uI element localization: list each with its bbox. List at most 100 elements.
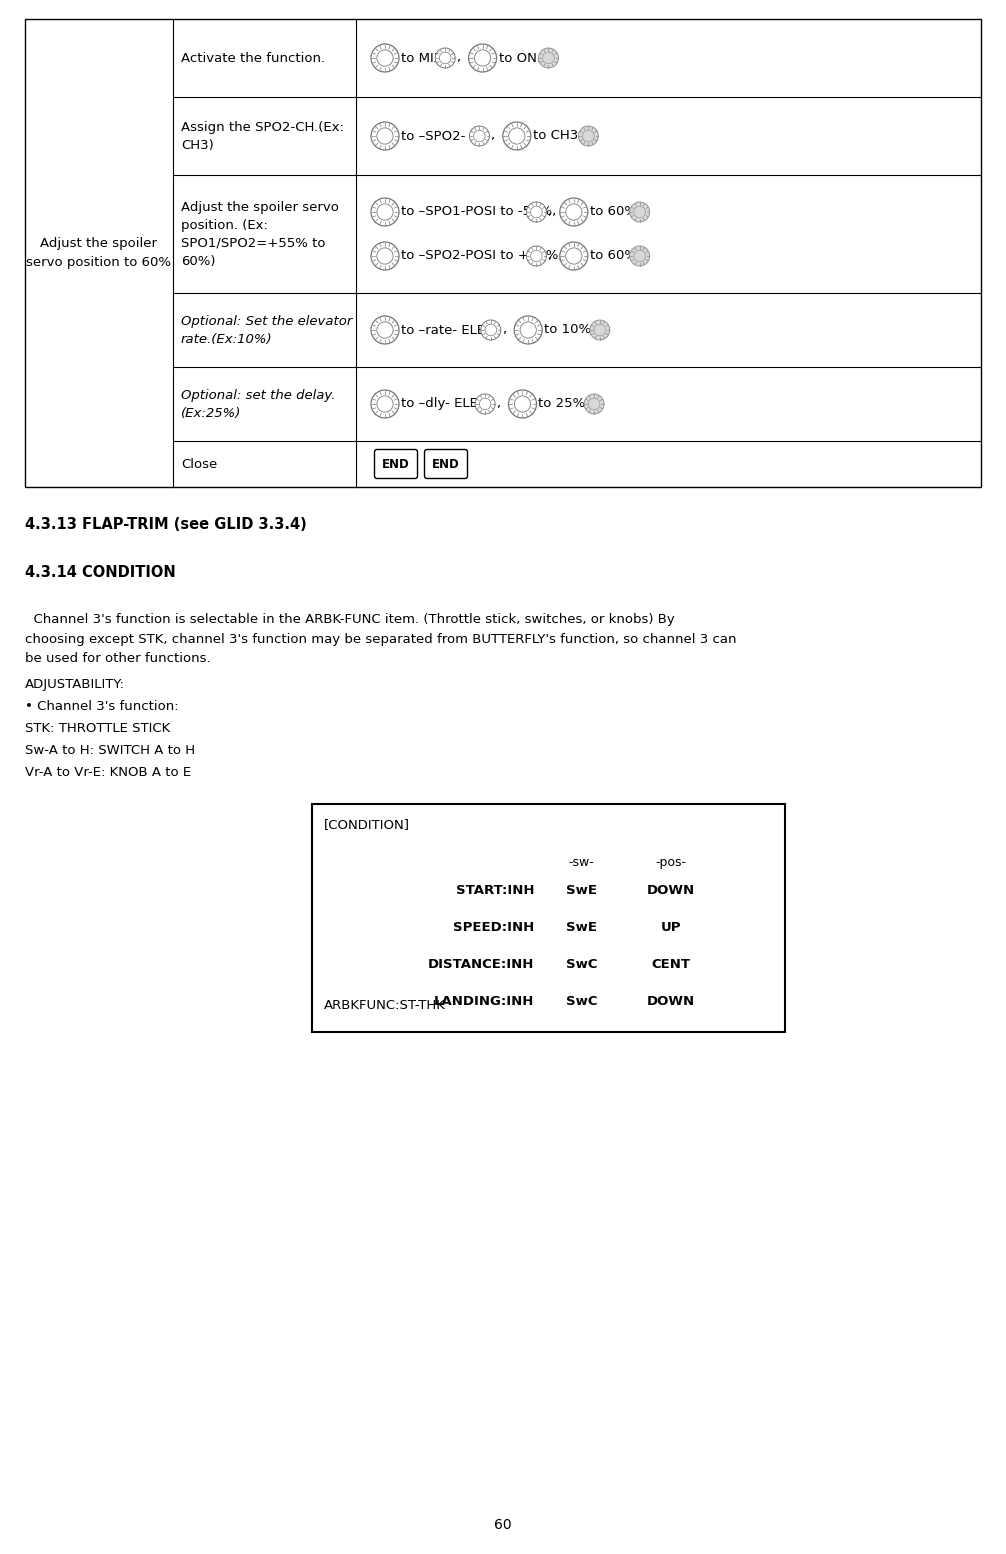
Circle shape (481, 320, 501, 340)
Text: Close: Close (181, 457, 217, 471)
Text: to –dly- ELEV: to –dly- ELEV (401, 398, 487, 410)
Text: ,: , (548, 250, 565, 263)
Circle shape (479, 398, 491, 410)
Text: to –SPO2-POSI to +50%,: to –SPO2-POSI to +50%, (401, 250, 562, 263)
Circle shape (377, 204, 393, 221)
Text: 4.3.13 FLAP-TRIM (see GLID 3.3.4): 4.3.13 FLAP-TRIM (see GLID 3.3.4) (25, 517, 307, 531)
Text: ,: , (457, 51, 475, 65)
Circle shape (630, 246, 650, 266)
Text: SwC: SwC (565, 957, 598, 971)
FancyBboxPatch shape (374, 449, 417, 479)
Circle shape (634, 250, 646, 261)
Circle shape (584, 395, 604, 413)
Circle shape (377, 249, 393, 264)
Text: ADJUSTABILITY:: ADJUSTABILITY: (25, 678, 125, 692)
Text: to 25%,: to 25%, (538, 398, 604, 410)
Text: Optional: set the delay.
(Ex:25%): Optional: set the delay. (Ex:25%) (181, 388, 335, 420)
Circle shape (514, 315, 542, 343)
Text: Sw-A to H: SWITCH A to H: Sw-A to H: SWITCH A to H (25, 744, 195, 757)
Text: 4.3.14 CONDITION: 4.3.14 CONDITION (25, 566, 176, 580)
Text: ,: , (548, 205, 565, 219)
Circle shape (594, 325, 606, 336)
Text: • Channel 3's function:: • Channel 3's function: (25, 699, 179, 713)
Text: -pos-: -pos- (656, 856, 687, 869)
Circle shape (377, 322, 393, 339)
Circle shape (371, 390, 399, 418)
Circle shape (475, 50, 491, 67)
Circle shape (559, 242, 588, 270)
Circle shape (590, 320, 610, 340)
Text: -sw-: -sw- (568, 856, 595, 869)
Text: STK: THROTTLE STICK: STK: THROTTLE STICK (25, 723, 170, 735)
Text: SwE: SwE (565, 884, 597, 897)
Text: to –SPO2- CH: to –SPO2- CH (401, 129, 489, 143)
Circle shape (470, 126, 489, 146)
Text: START:INH: START:INH (456, 884, 534, 897)
FancyBboxPatch shape (425, 449, 468, 479)
Text: Assign the SPO2-CH.(Ex:
CH3): Assign the SPO2-CH.(Ex: CH3) (181, 121, 344, 151)
Circle shape (630, 202, 650, 222)
Text: END: END (382, 457, 409, 471)
Text: [CONDITION]: [CONDITION] (324, 817, 409, 831)
Circle shape (371, 197, 399, 225)
Circle shape (474, 131, 485, 141)
Text: to –SPO1-POSI to -50%,: to –SPO1-POSI to -50%, (401, 205, 556, 219)
Text: SwC: SwC (565, 995, 598, 1009)
Bar (25, 19, 981, 486)
Circle shape (582, 131, 595, 141)
Text: to 60%,: to 60%, (590, 205, 641, 219)
Circle shape (520, 322, 536, 339)
Text: to ON.: to ON. (499, 51, 554, 65)
Text: Vr-A to Vr-E: KNOB A to E: Vr-A to Vr-E: KNOB A to E (25, 766, 191, 779)
Circle shape (469, 44, 497, 71)
Circle shape (526, 202, 546, 222)
Text: LANDING:INH: LANDING:INH (434, 995, 534, 1009)
Circle shape (371, 242, 399, 270)
Circle shape (508, 390, 536, 418)
Circle shape (436, 48, 455, 68)
Text: ,: , (491, 129, 509, 143)
Text: SPEED:INH: SPEED:INH (453, 922, 534, 934)
Circle shape (377, 50, 393, 67)
Circle shape (578, 126, 599, 146)
Text: CENT: CENT (652, 957, 691, 971)
Circle shape (538, 48, 558, 68)
Text: Channel 3's function is selectable in the ARBK-FUNC item. (Throttle stick, switc: Channel 3's function is selectable in th… (25, 612, 736, 665)
Text: DOWN: DOWN (647, 995, 695, 1009)
Text: Optional: Set the elevator
rate.(Ex:10%): Optional: Set the elevator rate.(Ex:10%) (181, 314, 352, 345)
Circle shape (509, 127, 525, 145)
Circle shape (634, 207, 646, 218)
Text: to CH3,: to CH3, (533, 129, 596, 143)
Circle shape (371, 315, 399, 343)
Text: UP: UP (661, 922, 681, 934)
Circle shape (371, 44, 399, 71)
Text: ,: , (497, 398, 514, 410)
Circle shape (526, 246, 546, 266)
Text: ARBKFUNC:ST-THK: ARBKFUNC:ST-THK (324, 999, 446, 1012)
Circle shape (485, 325, 497, 336)
Bar (312, 803, 785, 1032)
Text: 60: 60 (494, 1518, 512, 1532)
Text: to MIX: to MIX (401, 51, 443, 65)
Circle shape (503, 123, 531, 151)
Text: END: END (433, 457, 460, 471)
Text: DISTANCE:INH: DISTANCE:INH (428, 957, 534, 971)
Circle shape (530, 207, 542, 218)
Circle shape (565, 204, 581, 221)
Text: to 10%,: to 10%, (544, 323, 609, 337)
Circle shape (589, 398, 600, 410)
Text: Adjust the spoiler servo
position. (Ex:
SPO1/SPO2=+55% to
60%): Adjust the spoiler servo position. (Ex: … (181, 200, 339, 267)
Text: to –rate- ELEV: to –rate- ELEV (401, 323, 494, 337)
Circle shape (371, 123, 399, 151)
Text: Activate the function.: Activate the function. (181, 51, 325, 65)
Text: DOWN: DOWN (647, 884, 695, 897)
Circle shape (542, 53, 554, 64)
Text: ,: , (503, 323, 520, 337)
Text: SwE: SwE (565, 922, 597, 934)
Circle shape (514, 396, 530, 412)
Circle shape (559, 197, 588, 225)
Circle shape (377, 127, 393, 145)
Circle shape (565, 249, 581, 264)
Text: Adjust the spoiler
servo position to 60%: Adjust the spoiler servo position to 60% (26, 238, 171, 269)
Circle shape (377, 396, 393, 412)
